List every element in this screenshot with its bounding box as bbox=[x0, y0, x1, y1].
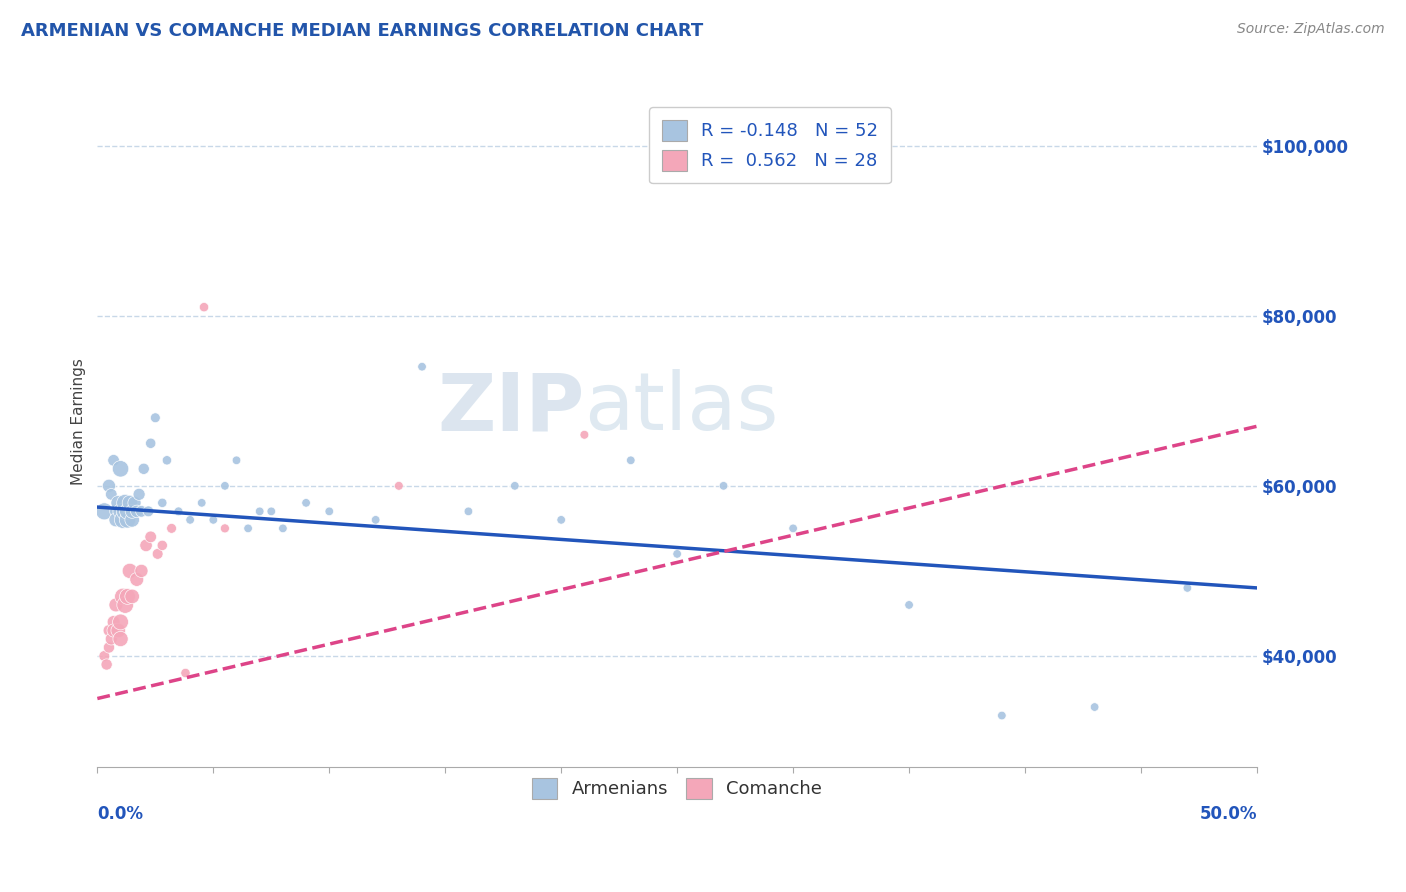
Point bbox=[121, 504, 143, 518]
Text: 50.0%: 50.0% bbox=[1199, 805, 1257, 823]
Point bbox=[100, 487, 122, 501]
Point bbox=[991, 708, 1014, 723]
Point bbox=[104, 598, 127, 612]
Text: Source: ZipAtlas.com: Source: ZipAtlas.com bbox=[1237, 22, 1385, 37]
Point bbox=[131, 504, 153, 518]
Point bbox=[118, 564, 141, 578]
Point bbox=[179, 513, 201, 527]
Point bbox=[138, 504, 160, 518]
Point bbox=[202, 513, 225, 527]
Point bbox=[146, 547, 169, 561]
Point bbox=[124, 496, 146, 510]
Point bbox=[93, 504, 115, 518]
Point bbox=[131, 564, 153, 578]
Point bbox=[388, 479, 411, 493]
Point bbox=[225, 453, 247, 467]
Point bbox=[135, 538, 157, 552]
Point bbox=[121, 513, 143, 527]
Point bbox=[1084, 700, 1107, 714]
Point bbox=[139, 436, 162, 450]
Point bbox=[121, 590, 143, 604]
Text: ARMENIAN VS COMANCHE MEDIAN EARNINGS CORRELATION CHART: ARMENIAN VS COMANCHE MEDIAN EARNINGS COR… bbox=[21, 22, 703, 40]
Point bbox=[110, 504, 132, 518]
Text: 0.0%: 0.0% bbox=[97, 805, 143, 823]
Point bbox=[111, 590, 134, 604]
Point bbox=[103, 624, 125, 638]
Point bbox=[150, 496, 173, 510]
Point bbox=[118, 496, 141, 510]
Point bbox=[97, 640, 120, 655]
Point bbox=[93, 648, 115, 663]
Point bbox=[110, 632, 132, 646]
Point bbox=[666, 547, 689, 561]
Legend: Armenians, Comanche: Armenians, Comanche bbox=[524, 771, 830, 805]
Point bbox=[110, 615, 132, 629]
Point bbox=[190, 496, 212, 510]
Point bbox=[117, 590, 139, 604]
Point bbox=[236, 521, 259, 535]
Point bbox=[125, 504, 148, 518]
Point bbox=[132, 462, 155, 476]
Point bbox=[457, 504, 479, 518]
Point bbox=[103, 453, 125, 467]
Point bbox=[96, 657, 118, 672]
Point bbox=[713, 479, 735, 493]
Point bbox=[174, 665, 197, 680]
Point bbox=[97, 479, 120, 493]
Point bbox=[167, 504, 190, 518]
Point bbox=[364, 513, 387, 527]
Point bbox=[620, 453, 643, 467]
Point bbox=[97, 624, 120, 638]
Point bbox=[114, 598, 136, 612]
Point bbox=[193, 300, 215, 314]
Point bbox=[114, 504, 136, 518]
Y-axis label: Median Earnings: Median Earnings bbox=[72, 359, 86, 485]
Text: atlas: atlas bbox=[585, 369, 779, 447]
Point bbox=[271, 521, 294, 535]
Point bbox=[411, 359, 433, 374]
Point bbox=[898, 598, 921, 612]
Point bbox=[782, 521, 804, 535]
Text: ZIP: ZIP bbox=[437, 369, 585, 447]
Point bbox=[107, 496, 129, 510]
Point bbox=[150, 538, 173, 552]
Point bbox=[156, 453, 179, 467]
Point bbox=[574, 427, 596, 442]
Point bbox=[103, 615, 125, 629]
Point bbox=[114, 496, 136, 510]
Point bbox=[143, 410, 166, 425]
Point bbox=[104, 513, 127, 527]
Point bbox=[117, 513, 139, 527]
Point bbox=[100, 632, 122, 646]
Point bbox=[104, 504, 127, 518]
Point bbox=[260, 504, 283, 518]
Point bbox=[214, 521, 236, 535]
Point bbox=[318, 504, 340, 518]
Point bbox=[110, 462, 132, 476]
Point bbox=[550, 513, 572, 527]
Point bbox=[1177, 581, 1199, 595]
Point bbox=[107, 624, 129, 638]
Point bbox=[295, 496, 318, 510]
Point bbox=[139, 530, 162, 544]
Point bbox=[249, 504, 271, 518]
Point bbox=[160, 521, 183, 535]
Point bbox=[503, 479, 526, 493]
Point bbox=[128, 487, 150, 501]
Point bbox=[117, 504, 139, 518]
Point bbox=[125, 573, 148, 587]
Point bbox=[214, 479, 236, 493]
Point bbox=[111, 513, 134, 527]
